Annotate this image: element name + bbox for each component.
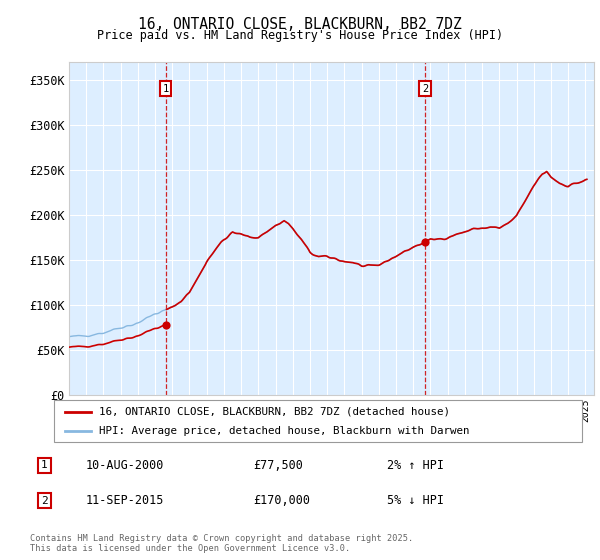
- Text: Contains HM Land Registry data © Crown copyright and database right 2025.
This d: Contains HM Land Registry data © Crown c…: [30, 534, 413, 553]
- Text: 1: 1: [163, 83, 169, 94]
- Text: 16, ONTARIO CLOSE, BLACKBURN, BB2 7DZ (detached house): 16, ONTARIO CLOSE, BLACKBURN, BB2 7DZ (d…: [99, 407, 450, 417]
- Point: [161, 320, 170, 329]
- Text: 2: 2: [422, 83, 428, 94]
- Text: HPI: Average price, detached house, Blackburn with Darwen: HPI: Average price, detached house, Blac…: [99, 426, 469, 436]
- Text: £170,000: £170,000: [253, 494, 310, 507]
- Text: 10-AUG-2000: 10-AUG-2000: [86, 459, 164, 472]
- Text: £77,500: £77,500: [253, 459, 303, 472]
- Point: [421, 237, 430, 246]
- Text: 2% ↑ HPI: 2% ↑ HPI: [387, 459, 444, 472]
- Text: 1: 1: [41, 460, 48, 470]
- Text: 2: 2: [41, 496, 48, 506]
- Text: Price paid vs. HM Land Registry's House Price Index (HPI): Price paid vs. HM Land Registry's House …: [97, 29, 503, 42]
- Text: 11-SEP-2015: 11-SEP-2015: [86, 494, 164, 507]
- Text: 16, ONTARIO CLOSE, BLACKBURN, BB2 7DZ: 16, ONTARIO CLOSE, BLACKBURN, BB2 7DZ: [138, 17, 462, 32]
- Text: 5% ↓ HPI: 5% ↓ HPI: [387, 494, 444, 507]
